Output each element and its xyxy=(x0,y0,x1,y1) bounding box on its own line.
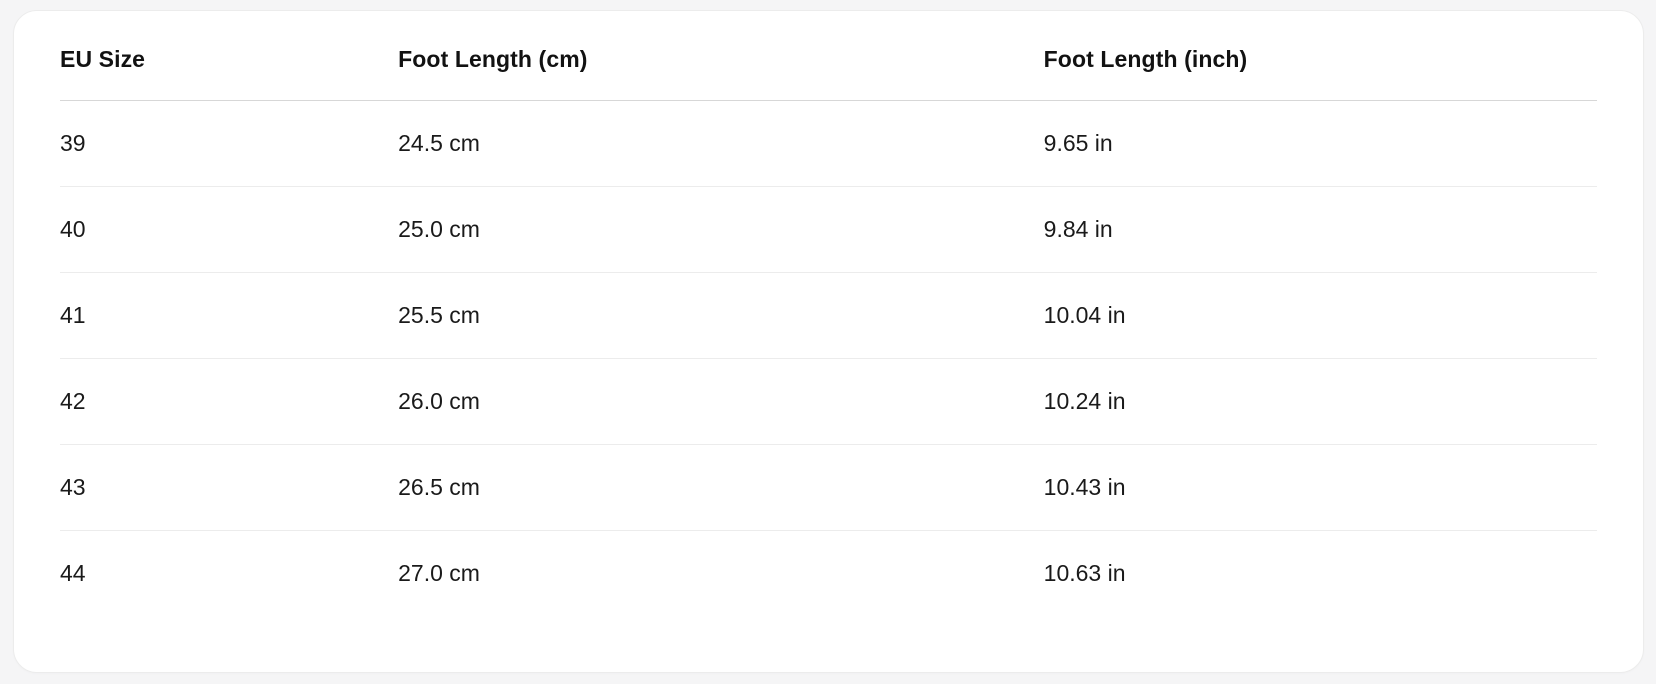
table-row: 44 27.0 cm 10.63 in xyxy=(60,531,1597,617)
cell-eu-size: 43 xyxy=(60,444,399,531)
cell-foot-length-inch: 10.43 in xyxy=(1043,444,1597,531)
column-header-foot-length-cm: Foot Length (cm) xyxy=(398,11,1044,101)
cell-foot-length-cm: 25.5 cm xyxy=(398,272,1044,359)
cell-foot-length-inch: 9.84 in xyxy=(1043,186,1597,273)
table-row: 43 26.5 cm 10.43 in xyxy=(60,444,1597,531)
table-row: 41 25.5 cm 10.04 in xyxy=(60,272,1597,359)
cell-foot-length-cm: 25.0 cm xyxy=(398,186,1044,273)
header-row: EU Size Foot Length (cm) Foot Length (in… xyxy=(60,11,1597,101)
size-chart-table: EU Size Foot Length (cm) Foot Length (in… xyxy=(60,11,1597,616)
cell-eu-size: 40 xyxy=(60,186,399,273)
cell-foot-length-inch: 9.65 in xyxy=(1043,100,1597,187)
cell-foot-length-inch: 10.24 in xyxy=(1043,358,1597,445)
cell-foot-length-inch: 10.63 in xyxy=(1043,560,1126,586)
size-chart-card: EU Size Foot Length (cm) Foot Length (in… xyxy=(13,10,1644,673)
column-header-eu-size: EU Size xyxy=(60,11,399,101)
cell-eu-size: 42 xyxy=(60,358,399,445)
cell-foot-length-cm: 24.5 cm xyxy=(398,100,1044,187)
table-row: 40 25.0 cm 9.84 in xyxy=(60,186,1597,273)
cell-foot-length-cm: 27.0 cm xyxy=(398,560,480,586)
cell-eu-size: 44 xyxy=(60,560,86,586)
cell-eu-size: 39 xyxy=(60,100,399,187)
cell-eu-size: 41 xyxy=(60,272,399,359)
column-header-foot-length-inch: Foot Length (inch) xyxy=(1043,11,1597,101)
size-chart-header: EU Size Foot Length (cm) Foot Length (in… xyxy=(60,11,1597,101)
table-row: 39 24.5 cm 9.65 in xyxy=(60,100,1597,187)
cell-foot-length-cm: 26.5 cm xyxy=(398,444,1044,531)
cell-foot-length-cm: 26.0 cm xyxy=(398,358,1044,445)
size-chart-body: 39 24.5 cm 9.65 in 40 25.0 cm 9.84 in 41… xyxy=(60,100,1597,617)
cell-foot-length-inch: 10.04 in xyxy=(1043,272,1597,359)
table-row: 42 26.0 cm 10.24 in xyxy=(60,358,1597,445)
